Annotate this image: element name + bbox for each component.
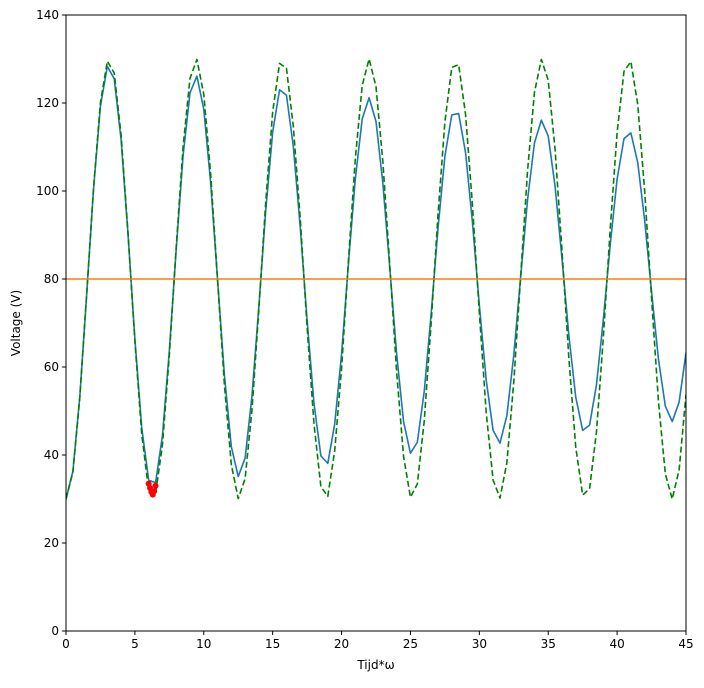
x-tick-label: 35 — [541, 637, 556, 651]
x-tick-label: 40 — [609, 637, 624, 651]
y-tick-label: 100 — [36, 184, 59, 198]
data-point — [151, 488, 158, 495]
y-tick-label: 0 — [51, 624, 59, 638]
x-axis-label: Tijd*ω — [356, 658, 394, 672]
x-tick-label: 0 — [62, 637, 70, 651]
x-tick-label: 20 — [334, 637, 349, 651]
x-tick-label: 45 — [678, 637, 693, 651]
x-tick-label: 25 — [403, 637, 418, 651]
data-line — [66, 65, 686, 500]
x-tick-label: 5 — [131, 637, 139, 651]
plot-frame — [65, 14, 687, 632]
y-axis-label: Voltage (V) — [9, 290, 23, 356]
x-tick-label: 10 — [196, 637, 211, 651]
data-point — [152, 482, 159, 489]
data-line — [66, 58, 686, 500]
y-tick-label: 20 — [44, 536, 59, 550]
x-tick-label: 30 — [472, 637, 487, 651]
x-tick-label: 15 — [265, 637, 280, 651]
y-tick-label: 60 — [44, 360, 59, 374]
y-tick-label: 40 — [44, 448, 59, 462]
y-tick-label: 120 — [36, 96, 59, 110]
y-tick-label: 80 — [44, 272, 59, 286]
y-tick-label: 140 — [36, 8, 59, 22]
